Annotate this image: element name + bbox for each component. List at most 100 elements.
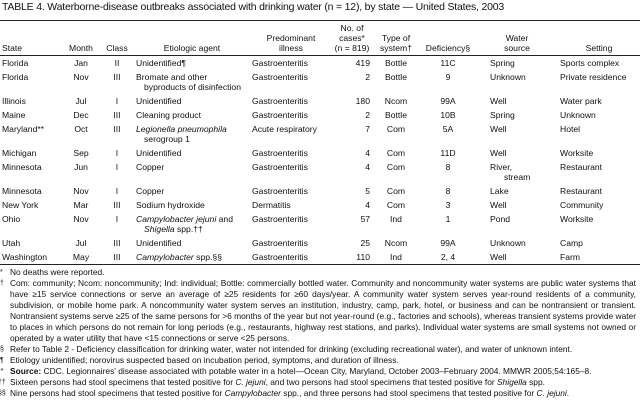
agent-text: Unidentified¶	[136, 58, 187, 68]
cell-type: Bottle	[372, 108, 420, 122]
footnote-text: Sixteen persons had stool specimens that…	[10, 377, 545, 387]
cell-type: Bottle	[372, 56, 420, 71]
header-cases-line3: (n = 819)	[334, 43, 370, 53]
month-text: Nov	[73, 186, 89, 196]
setting-text: Community	[560, 200, 604, 210]
header-type-line1: Type of	[381, 33, 411, 43]
cell-deficiency: 99A	[420, 236, 476, 250]
cell-type: Com	[372, 146, 420, 160]
cell-setting: Worksite	[558, 212, 640, 236]
month-text: May	[72, 252, 90, 262]
setting-text: Water park	[560, 96, 602, 106]
type-text: Com	[386, 124, 406, 134]
cell-state: Utah	[0, 236, 62, 250]
cell-illness: Gastroenteritis	[250, 212, 332, 236]
type-text: Bottle	[385, 72, 407, 82]
month-text: Mar	[73, 200, 89, 210]
cell-type: Com	[372, 122, 420, 146]
cell-source: Well	[476, 122, 558, 146]
footnote-mark: *	[0, 269, 3, 276]
cell-type: Com	[372, 198, 420, 212]
deficiency-text: 11C	[440, 58, 456, 68]
cell-agent: Cleaning product	[134, 108, 250, 122]
setting-text: Worksite	[560, 148, 594, 158]
cases-text: 419	[355, 58, 370, 68]
cell-deficiency: 11D	[420, 146, 476, 160]
source-text: Well	[490, 200, 507, 210]
table-row: Florida Jan II Unidentified¶ Gastroenteritis…	[0, 56, 640, 71]
agent-text: Campylobacter spp.§§	[136, 252, 222, 262]
deficiency-text: 3	[445, 200, 451, 210]
footnote-text: Com: community; Ncom: noncommunity; Ind:…	[10, 278, 636, 343]
header-cases-line1: No. of	[340, 23, 364, 33]
illness-text: Gastroenteritis	[252, 148, 308, 158]
setting-text: Farm	[560, 252, 581, 262]
cell-type: Bottle	[372, 70, 420, 94]
footnote-text: No deaths were reported.	[10, 267, 105, 277]
deficiency-text: 2, 4	[440, 252, 456, 262]
cell-month: Jul	[62, 94, 100, 108]
header-cases: No. of cases* (n = 819)	[332, 21, 372, 56]
agent2-text: serogroup 1	[144, 134, 190, 144]
table-row: Florida Nov III Bromate and other byproducts…	[0, 70, 640, 94]
state-text: Michigan	[2, 148, 37, 158]
state-text: Maine	[2, 110, 26, 120]
state-text: Utah	[2, 238, 21, 248]
cell-class: I	[100, 212, 134, 236]
deficiency-text: 8	[445, 162, 451, 172]
footnote-text: Nine persons had stool specimens that te…	[10, 388, 570, 398]
table-row: Ohio Nov I Campylobacter jejuni and Shigella…	[0, 212, 640, 236]
table-row: Utah Jul III Unidentified Gastroenteritis 25 N…	[0, 236, 640, 250]
header-state: State	[2, 43, 23, 53]
cell-source: Well	[476, 198, 558, 212]
source-text: Spring	[490, 110, 515, 120]
header-illness-line1: Predominant	[266, 33, 316, 43]
month-text: Jan	[74, 58, 88, 68]
month-text: Dec	[73, 110, 89, 120]
cell-source: Well	[476, 250, 558, 264]
header-cases-line2: cases*	[339, 33, 365, 43]
cell-setting: Community	[558, 198, 640, 212]
cell-state: Maine	[0, 108, 62, 122]
month-text: Nov	[73, 72, 89, 82]
cell-month: Sep	[62, 146, 100, 160]
cell-agent: Unidentified¶	[134, 56, 250, 71]
cell-type: Ind	[372, 250, 420, 264]
cell-state: Maryland**	[0, 122, 62, 146]
cell-deficiency: 1	[420, 212, 476, 236]
type-text: Ncom	[384, 96, 408, 106]
illness-text: Acute respiratory	[252, 124, 317, 134]
cell-source: Unknown	[476, 236, 558, 250]
illness-text: Gastroenteritis	[252, 238, 308, 248]
cell-deficiency: 3	[420, 198, 476, 212]
cell-cases: 110	[332, 250, 372, 264]
cell-state: Florida	[0, 56, 62, 71]
cell-class: III	[100, 250, 134, 264]
cell-illness: Gastroenteritis	[250, 250, 332, 264]
illness-text: Gastroenteritis	[252, 214, 308, 224]
cell-month: Nov	[62, 184, 100, 198]
cell-month: Jan	[62, 56, 100, 71]
state-text: New York	[2, 200, 39, 210]
cases-text: 2	[365, 72, 370, 82]
cell-cases: 7	[332, 122, 372, 146]
cell-illness: Gastroenteritis	[250, 146, 332, 160]
footnote-mark: §	[0, 346, 4, 353]
month-text: Sep	[73, 148, 89, 158]
footnote-mark: ¶	[0, 357, 4, 364]
footnote: †† Sixteen persons had stool specimens th…	[0, 377, 636, 388]
cell-illness: Gastroenteritis	[250, 236, 332, 250]
cell-state: New York	[0, 198, 62, 212]
cell-deficiency: 2, 4	[420, 250, 476, 264]
cell-source: Spring	[476, 56, 558, 71]
source-text: Well	[490, 124, 507, 134]
cell-agent: Copper	[134, 160, 250, 184]
cell-agent: Campylobacter jejuni and Shigella spp.††	[134, 212, 250, 236]
illness-text: Gastroenteritis	[252, 252, 308, 262]
table-row: Washington May III Campylobacter spp.§§ Gast…	[0, 250, 640, 264]
class-text: III	[113, 72, 121, 82]
footnote: § Refer to Table 2 - Deficiency classific…	[0, 344, 636, 355]
state-text: Maryland**	[2, 124, 45, 134]
cell-class: III	[100, 122, 134, 146]
cell-agent: Campylobacter spp.§§	[134, 250, 250, 264]
